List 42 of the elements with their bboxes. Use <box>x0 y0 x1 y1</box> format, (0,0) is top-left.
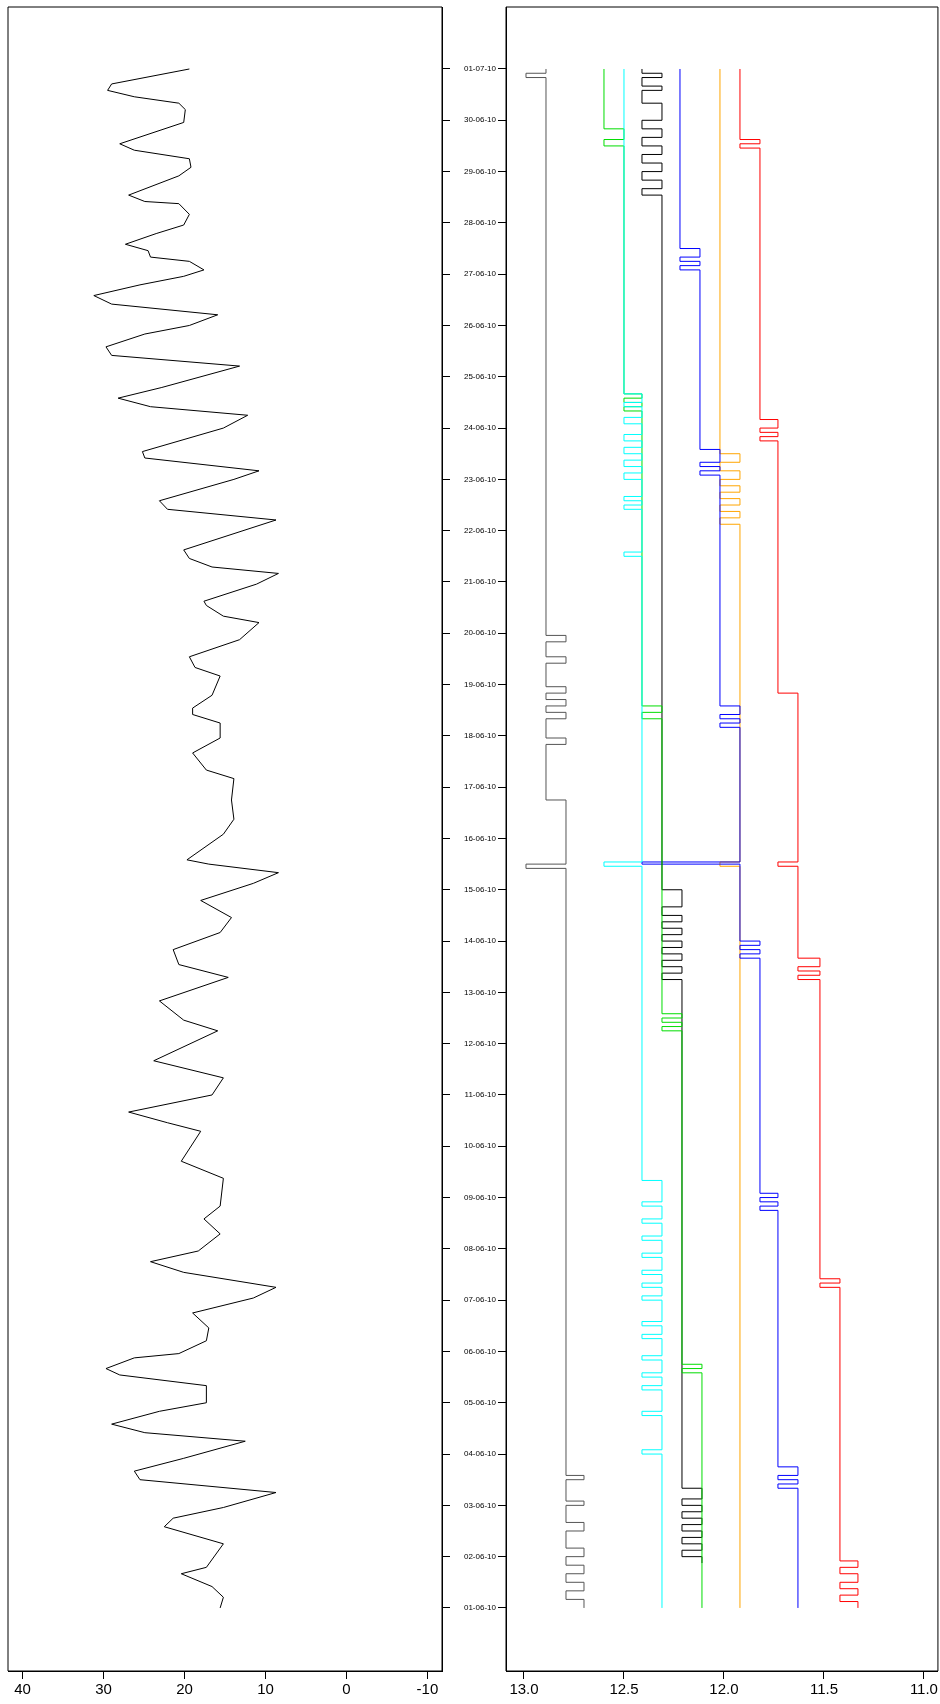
y-tick-label: 07-06-10 <box>463 1295 497 1305</box>
y-tick-label: 25-06-10 <box>463 371 497 381</box>
x-tick-label: 12.5 <box>609 1680 639 1698</box>
x-tick-label: 11.0 <box>909 1680 938 1698</box>
y-tick-label: 03-06-10 <box>463 1500 497 1510</box>
y-tick-label: 18-06-10 <box>463 731 497 741</box>
y-tick-label: 08-06-10 <box>463 1244 497 1254</box>
x-tick-label: 10 <box>257 1680 274 1698</box>
y-tick-label: 05-06-10 <box>463 1397 497 1407</box>
y-tick-label: 28-06-10 <box>463 218 497 228</box>
x-tick-label: -10 <box>416 1680 439 1698</box>
y-tick-label: 22-06-10 <box>463 525 497 535</box>
y-tick-label: 27-06-10 <box>463 269 497 279</box>
y-tick-label: 30-06-10 <box>463 115 497 125</box>
x-tick-label: 0 <box>342 1680 351 1698</box>
y-tick-label: 13-06-10 <box>463 987 497 997</box>
y-tick-label: 01-07-10 <box>463 64 497 74</box>
x-tick-label: 13.0 <box>509 1680 539 1698</box>
y-tick-label: 24-06-10 <box>463 423 497 433</box>
x-tick-label: 30 <box>95 1680 112 1698</box>
y-tick-label: 17-06-10 <box>463 782 497 792</box>
x-tick-label: 11.5 <box>809 1680 838 1698</box>
y-tick-label: 19-06-10 <box>463 679 497 689</box>
x-tick-label: 40 <box>14 1680 31 1698</box>
y-tick-label: 09-06-10 <box>463 1192 497 1202</box>
y-tick-label: 06-06-10 <box>463 1346 497 1356</box>
y-tick-label: 26-06-10 <box>463 320 497 330</box>
y-tick-label: 29-06-10 <box>463 166 497 176</box>
y-tick-label: 04-06-10 <box>463 1449 497 1459</box>
y-tick-label: 12-06-10 <box>463 1038 497 1048</box>
y-tick-label: 02-06-10 <box>463 1551 497 1561</box>
y-tick-label: 23-06-10 <box>463 474 497 484</box>
y-tick-label: 14-06-10 <box>463 936 497 946</box>
y-tick-label: 01-06-10 <box>463 1603 497 1613</box>
y-tick-label: 11-06-10 <box>464 1090 497 1100</box>
y-tick-label: 20-06-10 <box>463 628 497 638</box>
y-tick-label: 21-06-10 <box>463 577 497 587</box>
x-tick-label: 20 <box>176 1680 193 1698</box>
y-tick-label: 10-06-10 <box>463 1141 497 1151</box>
x-tick-label: 12.0 <box>709 1680 739 1698</box>
y-tick-label: 15-06-10 <box>463 884 497 894</box>
y-tick-label: 16-06-10 <box>463 833 497 843</box>
